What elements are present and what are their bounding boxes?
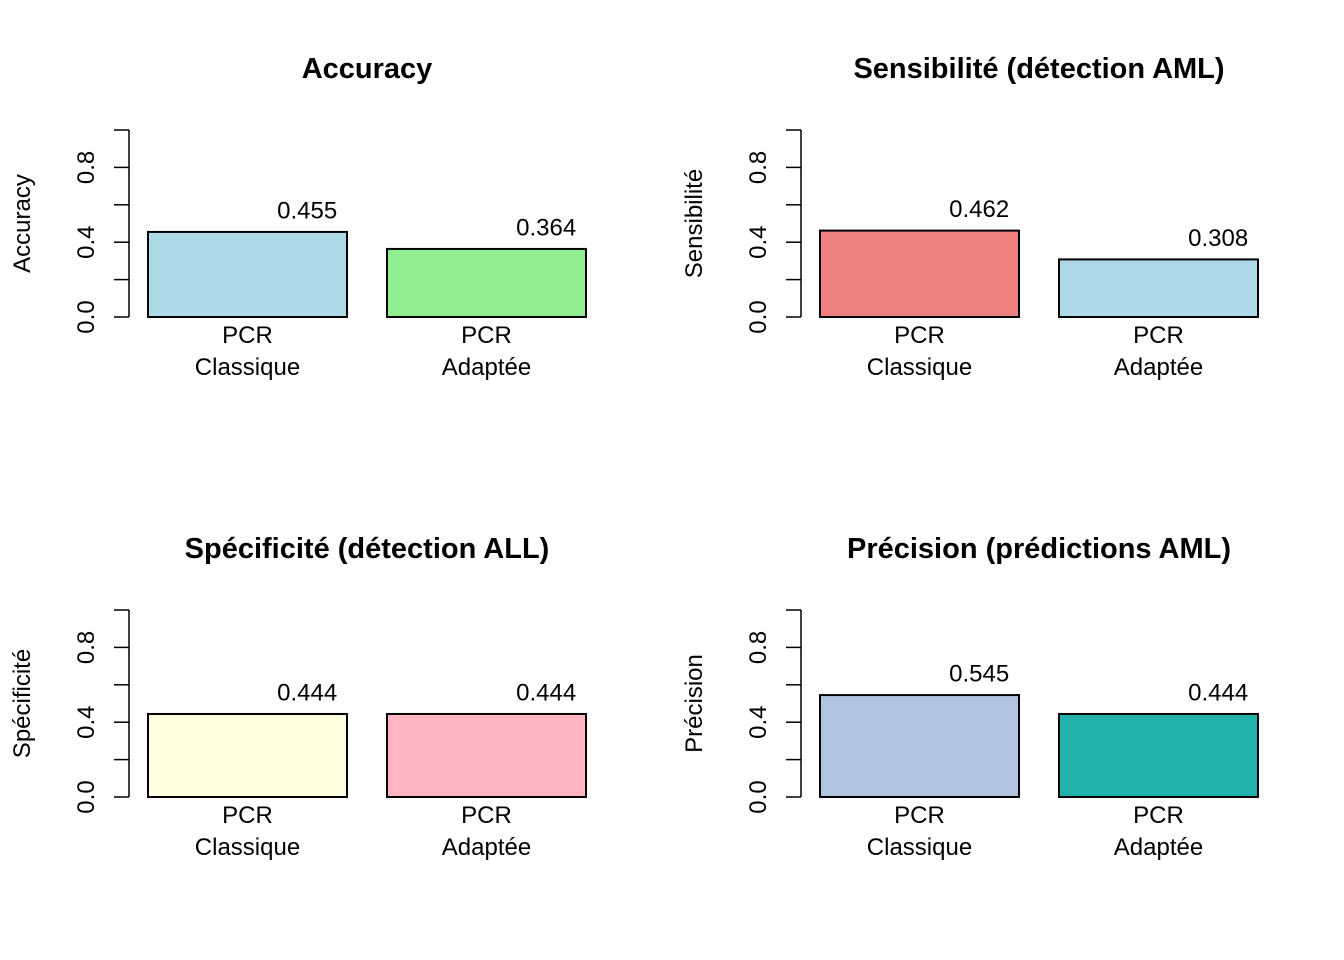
chart-panel-3: Spécificité (détection ALL) Spécificité 0.… (9, 533, 587, 861)
bar-2 (386, 712, 587, 798)
y-tick-label: 0.4 (745, 706, 772, 739)
y-tick-label: 0.8 (745, 631, 772, 664)
category-label: PCR Adaptée (442, 322, 531, 381)
chart-panel-4: Précision (prédictions AML) Précision 0.0 0… (681, 533, 1259, 861)
category-label: PCR Adaptée (442, 802, 531, 861)
bar-value-label: 0.444 (277, 680, 337, 707)
category-label: PCR Adaptée (1114, 322, 1203, 381)
y-tick-label: 0.0 (745, 780, 772, 813)
category-label: PCR Classique (867, 322, 972, 381)
bar-value-label: 0.455 (277, 197, 337, 224)
category-label: PCR Classique (195, 322, 300, 381)
y-tick-label: 0.8 (73, 151, 100, 184)
bar-value-label: 0.364 (516, 214, 576, 241)
bar-2 (386, 247, 587, 319)
chart-title: Accuracy (302, 53, 433, 85)
y-axis-label: Sensibilité (681, 169, 708, 278)
bar-1 (147, 230, 348, 318)
bar-1 (147, 712, 348, 798)
bar-value-label: 0.444 (516, 680, 576, 707)
chart-title: Sensibilité (détection AML) (853, 53, 1224, 85)
y-tick-label: 0.0 (745, 300, 772, 333)
y-tick-label: 0.4 (745, 226, 772, 259)
chart-title: Précision (prédictions AML) (847, 533, 1231, 565)
y-tick-label: 0.4 (73, 706, 100, 739)
y-tick-label: 0.4 (73, 226, 100, 259)
bar-value-label: 0.444 (1188, 680, 1248, 707)
y-axis-label: Précision (681, 654, 708, 753)
chart-title: Spécificité (détection ALL) (185, 533, 550, 565)
bar-2 (1058, 258, 1259, 318)
bar-1 (819, 694, 1020, 799)
bar-value-label: 0.462 (949, 196, 1009, 223)
chart-panel-2: Sensibilité (détection AML) Sensibilité 0.… (681, 53, 1259, 381)
y-tick-label: 0.0 (73, 780, 100, 813)
chart-panel-1: Accuracy Accuracy 0.0 0.4 0.8 0.455 PCR Classiq… (9, 53, 587, 381)
category-label: PCR Classique (867, 802, 972, 861)
bar-1 (819, 229, 1020, 318)
bar-value-label: 0.545 (949, 661, 1009, 688)
y-axis-label: Accuracy (9, 174, 36, 273)
bar-2 (1058, 712, 1259, 798)
y-axis-label: Spécificité (9, 649, 36, 758)
y-tick-label: 0.0 (73, 300, 100, 333)
y-tick-label: 0.8 (745, 151, 772, 184)
category-label: PCR Adaptée (1114, 802, 1203, 861)
y-tick-label: 0.8 (73, 631, 100, 664)
bar-value-label: 0.308 (1188, 225, 1248, 252)
category-label: PCR Classique (195, 802, 300, 861)
